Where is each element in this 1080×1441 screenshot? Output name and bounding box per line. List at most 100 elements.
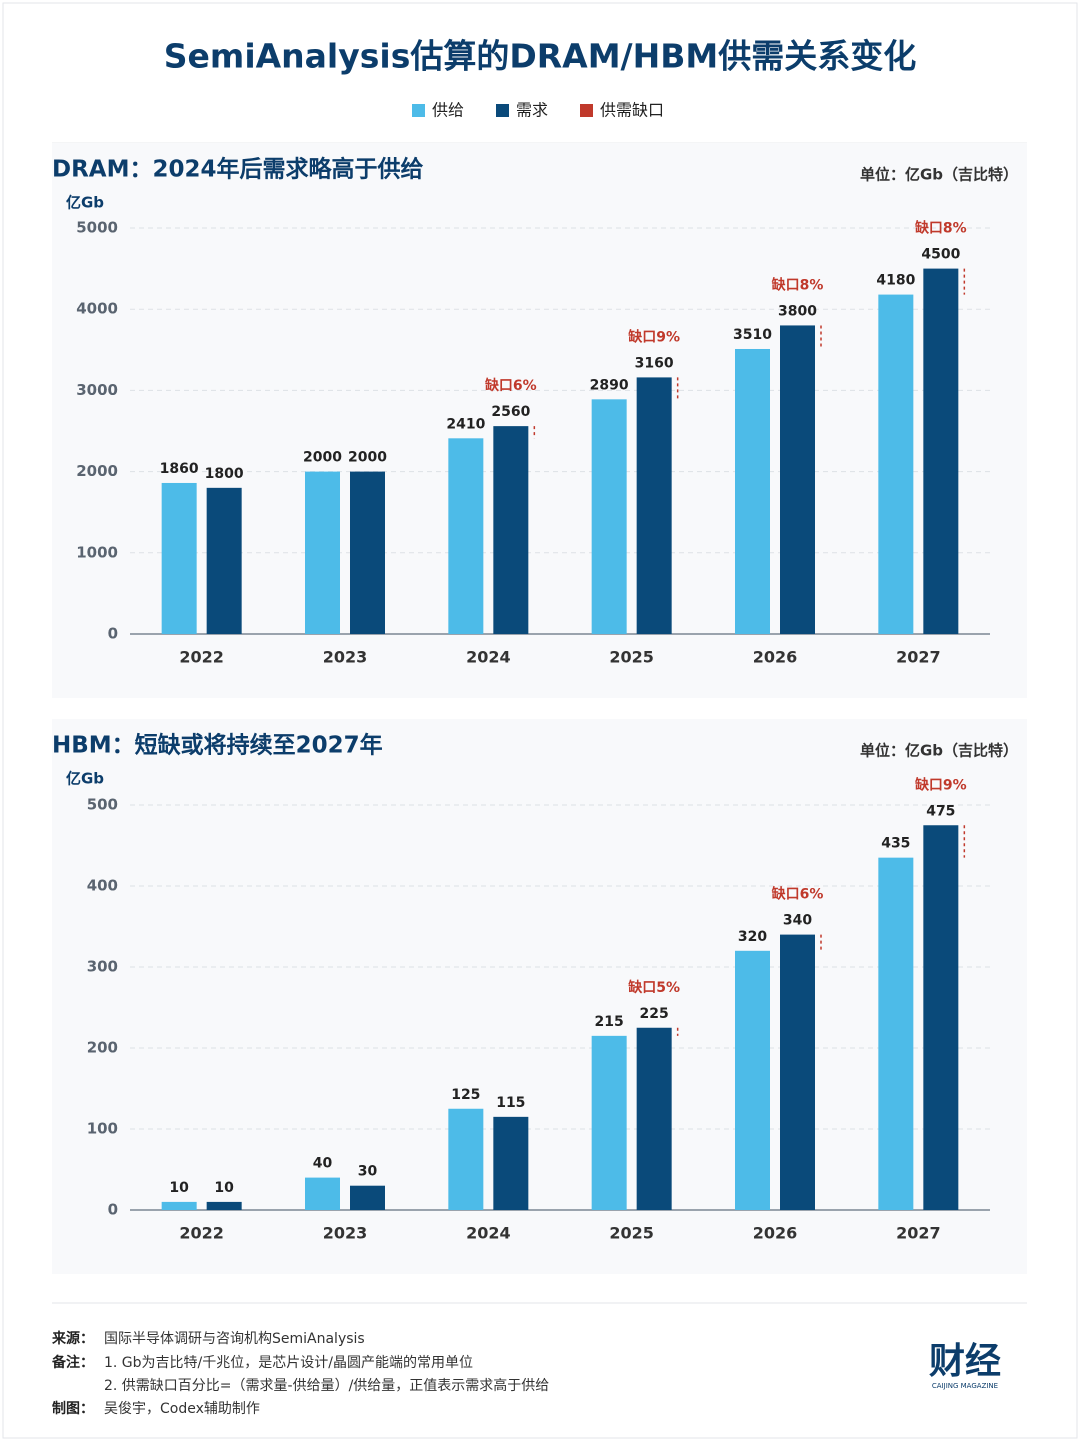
main-title: SemiAnalysis估算的DRAM/HBM供需关系变化 (164, 37, 916, 76)
x-tick-label: 2024 (466, 1224, 511, 1243)
bar (493, 1116, 529, 1210)
y-tick-label: 0 (108, 1201, 118, 1219)
bar (448, 438, 484, 634)
bar (591, 1035, 627, 1210)
data-label: 2560 (491, 404, 530, 420)
data-label: 340 (783, 913, 812, 929)
data-label: 435 (881, 836, 910, 852)
y-tick-label: 1000 (76, 543, 118, 561)
gap-label: 缺口8% (772, 276, 824, 293)
legend-swatch (496, 104, 509, 117)
data-label: 2410 (446, 416, 485, 432)
bar (161, 482, 197, 634)
bar (735, 950, 770, 1210)
y-tick-label: 500 (87, 796, 118, 814)
bar (305, 1177, 340, 1210)
gap-label: 缺口6% (772, 886, 824, 903)
y-tick-label: 200 (87, 1039, 118, 1057)
data-label: 30 (358, 1164, 378, 1180)
x-tick-label: 2027 (896, 1224, 941, 1243)
y-tick-label: 400 (87, 877, 118, 895)
bar (780, 325, 815, 634)
footer-text: 国际半导体调研与咨询机构SemiAnalysis (104, 1331, 365, 1347)
gap-label: 缺口9% (628, 328, 680, 345)
bar (780, 934, 815, 1210)
y-tick-label: 2000 (76, 462, 118, 480)
data-label: 475 (926, 803, 955, 819)
y-tick-label: 100 (87, 1120, 118, 1138)
x-tick-label: 2022 (179, 648, 224, 667)
data-label: 115 (496, 1095, 525, 1111)
data-label: 1860 (160, 461, 199, 477)
bar (636, 377, 672, 634)
data-label: 3510 (733, 327, 772, 343)
footer-label: 制图： (52, 1400, 94, 1417)
bar (206, 487, 242, 634)
data-label: 4180 (876, 273, 915, 289)
gap-label: 缺口9% (915, 776, 967, 793)
x-tick-label: 2027 (896, 648, 941, 667)
x-tick-label: 2026 (753, 1224, 798, 1243)
legend-label: 供给 (432, 101, 464, 120)
bar (923, 268, 959, 634)
data-label: 2000 (348, 450, 387, 466)
x-tick-label: 2025 (609, 1224, 654, 1243)
gap-label: 缺口5% (628, 979, 680, 996)
bar (878, 294, 914, 634)
data-label: 3800 (778, 303, 817, 319)
bar (878, 857, 914, 1210)
x-tick-label: 2023 (323, 1224, 368, 1243)
bar (350, 1185, 385, 1210)
x-tick-label: 2023 (323, 648, 368, 667)
gap-label: 缺口6% (485, 377, 537, 394)
y-tick-label: 3000 (76, 381, 118, 399)
data-label: 10 (214, 1180, 234, 1196)
unit-label: 单位：亿Gb（吉比特） (860, 166, 1018, 184)
data-label: 1800 (205, 466, 244, 482)
data-label: 125 (451, 1087, 480, 1103)
panel (52, 719, 1027, 1274)
panel-title: HBM：短缺或将持续至2027年 (52, 732, 383, 759)
data-label: 4500 (921, 247, 960, 263)
data-label: 225 (640, 1006, 669, 1022)
x-tick-label: 2025 (609, 648, 654, 667)
data-label: 2000 (303, 450, 342, 466)
panel-title: DRAM：2024年后需求略高于供给 (52, 156, 424, 183)
x-tick-label: 2022 (179, 1224, 224, 1243)
y-tick-label: 300 (87, 958, 118, 976)
footer-label: 备注： (51, 1354, 94, 1371)
x-tick-label: 2024 (466, 648, 511, 667)
legend-label: 供需缺口 (600, 101, 664, 120)
y-tick-label: 0 (108, 625, 118, 643)
footer-text: 1. Gb为吉比特/千兆位，是芯片设计/晶圆产能端的常用单位 (104, 1355, 473, 1371)
y-axis-label: 亿Gb (66, 194, 104, 212)
data-label: 3160 (635, 355, 674, 371)
bar (206, 1201, 242, 1210)
legend-label: 需求 (516, 101, 548, 120)
footer-label: 来源： (51, 1330, 94, 1347)
logo: 财经 (929, 1341, 1001, 1382)
y-axis-label: 亿Gb (66, 770, 104, 788)
bar (493, 426, 529, 634)
footer-text: 2. 供需缺口百分比=（需求量-供给量）/供给量，正值表示需求高于供给 (104, 1377, 549, 1394)
y-tick-label: 5000 (76, 219, 118, 237)
logo-sub: CAIJING MAGAZINE (932, 1382, 998, 1390)
data-label: 2890 (590, 377, 629, 393)
gap-label: 缺口8% (915, 220, 967, 237)
footer-text: 吴俊宇，Codex辅助制作 (104, 1401, 260, 1417)
legend-swatch (580, 104, 593, 117)
data-label: 320 (738, 929, 767, 945)
bar (591, 399, 627, 634)
data-label: 10 (169, 1180, 189, 1196)
x-tick-label: 2026 (753, 648, 798, 667)
unit-label: 单位：亿Gb（吉比特） (860, 742, 1018, 760)
bar (305, 471, 340, 634)
bar (636, 1027, 672, 1210)
data-label: 215 (595, 1014, 624, 1030)
bar (161, 1201, 197, 1210)
data-label: 40 (313, 1156, 333, 1172)
bar (923, 825, 959, 1210)
legend-swatch (412, 104, 425, 117)
